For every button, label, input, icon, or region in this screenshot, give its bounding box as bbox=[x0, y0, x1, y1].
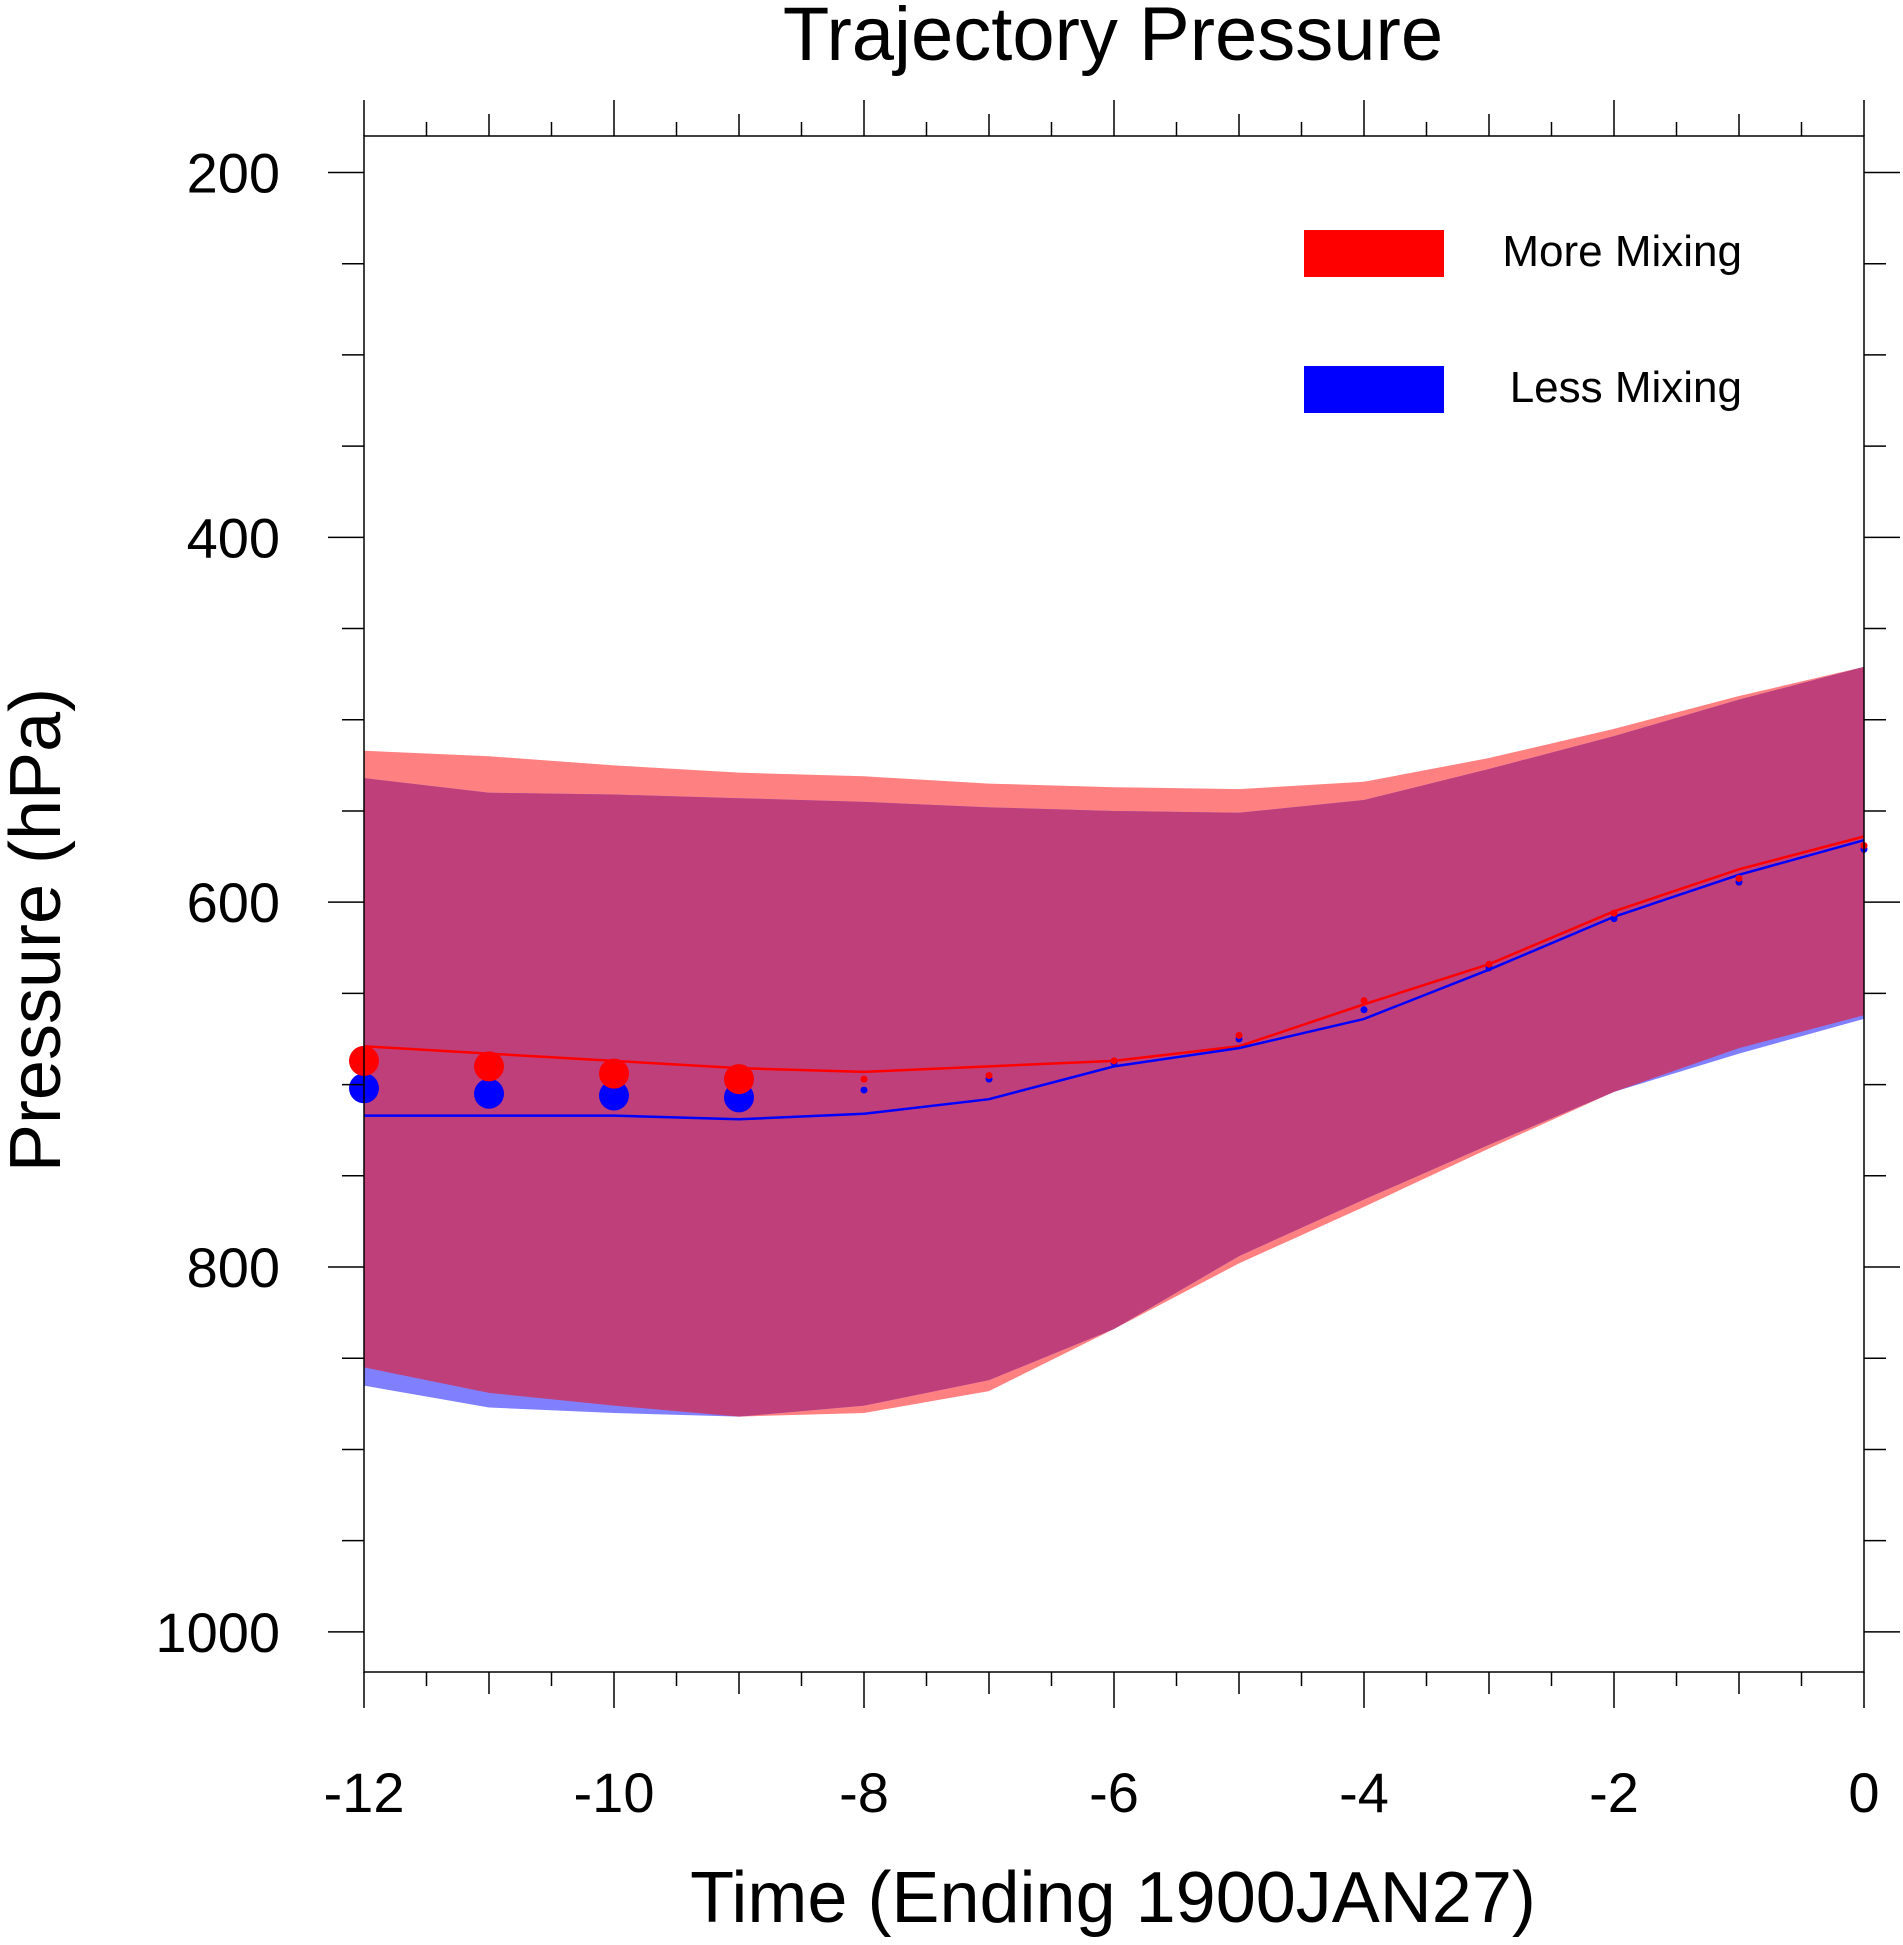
y-tick-label: 1000 bbox=[155, 1601, 280, 1664]
marker-less-mixing bbox=[599, 1080, 629, 1111]
marker-more-mixing bbox=[1360, 997, 1368, 1005]
marker-more-mixing bbox=[860, 1075, 868, 1083]
y-axis-label: Pressure (hPa) bbox=[0, 688, 76, 1172]
legend-label-less-mixing: Less Mixing bbox=[1510, 363, 1742, 412]
marker-more-mixing bbox=[1235, 1031, 1243, 1039]
x-tick-label: -4 bbox=[1339, 1761, 1389, 1824]
y-tick-label: 800 bbox=[187, 1236, 280, 1299]
axis-ticks bbox=[328, 100, 1900, 1708]
marker-less-mixing bbox=[1360, 1006, 1368, 1014]
band-overlap bbox=[364, 666, 1864, 1417]
x-tick-label: -10 bbox=[574, 1761, 655, 1824]
marker-more-mixing bbox=[1485, 960, 1493, 968]
legend-label-more-mixing: More Mixing bbox=[1502, 227, 1742, 276]
x-tick-label: -12 bbox=[324, 1761, 405, 1824]
legend-swatch-more-mixing bbox=[1304, 230, 1444, 277]
marker-more-mixing bbox=[1110, 1057, 1118, 1065]
marker-less-mixing bbox=[860, 1086, 868, 1094]
marker-more-mixing bbox=[985, 1071, 993, 1079]
marker-more-mixing bbox=[724, 1064, 754, 1095]
marker-less-mixing bbox=[474, 1078, 504, 1109]
chart-title: Trajectory Pressure bbox=[783, 0, 1443, 77]
marker-more-mixing bbox=[1735, 874, 1743, 882]
y-tick-label: 200 bbox=[187, 141, 280, 204]
data-markers bbox=[349, 842, 1868, 1113]
marker-more-mixing bbox=[1610, 909, 1618, 917]
x-tick-label: 0 bbox=[1848, 1761, 1879, 1824]
y-tick-labels: 200 400 600 800 1000 bbox=[155, 141, 280, 1663]
y-tick-label: 600 bbox=[187, 871, 280, 934]
marker-more-mixing bbox=[474, 1051, 504, 1082]
confidence-bands bbox=[364, 666, 1864, 1417]
legend: More Mixing Less Mixing bbox=[1304, 227, 1742, 413]
x-axis-label: Time (Ending 1900JAN27) bbox=[690, 1858, 1536, 1938]
marker-less-mixing bbox=[1610, 915, 1618, 923]
x-tick-label: -8 bbox=[839, 1761, 889, 1824]
legend-swatch-less-mixing bbox=[1304, 366, 1444, 413]
x-tick-label: -2 bbox=[1589, 1761, 1639, 1824]
x-tick-labels: -12 -10 -8 -6 -4 -2 0 bbox=[324, 1761, 1880, 1824]
x-tick-label: -6 bbox=[1089, 1761, 1139, 1824]
y-tick-label: 400 bbox=[187, 506, 280, 569]
marker-more-mixing bbox=[599, 1058, 629, 1089]
